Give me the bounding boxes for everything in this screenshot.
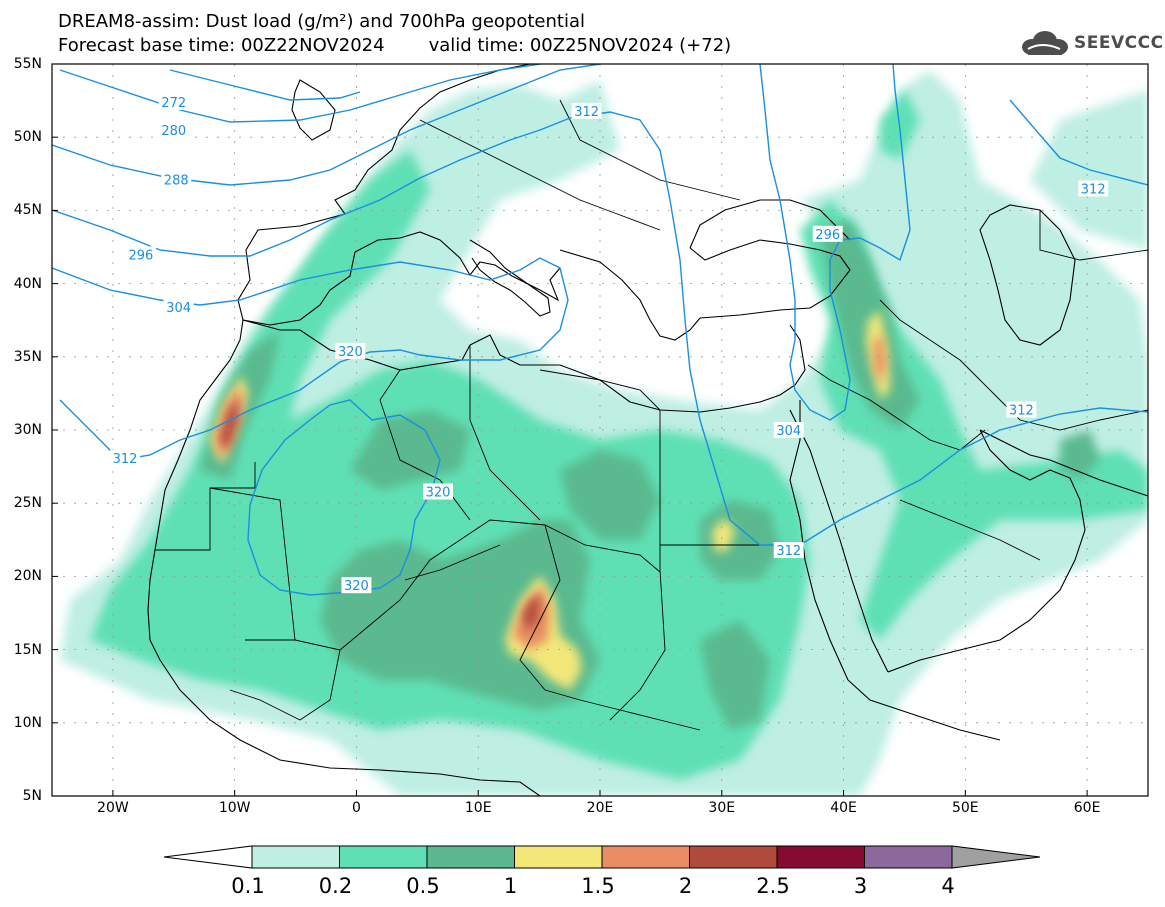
- contour-label: 280: [161, 124, 186, 139]
- contour-label: 304: [166, 301, 191, 316]
- colorbar-label: 0.1: [231, 874, 265, 898]
- contour-label: 288: [164, 174, 189, 189]
- contour-label: 312: [113, 452, 138, 467]
- map-frame: 272 280 288 296 304 320 320 320 312 312 312 312 312 3…: [51, 63, 1149, 797]
- contour-label: 312: [574, 105, 599, 120]
- contour-label-bg: [158, 94, 189, 111]
- y-tick-label: 25N: [13, 495, 42, 512]
- contour-label: 312: [1081, 182, 1106, 197]
- contour-label: 296: [815, 228, 840, 243]
- contour-label-bg: [163, 299, 194, 316]
- contour-label-bg: [335, 342, 366, 359]
- y-tick-label: 20N: [13, 568, 42, 585]
- contour-label-bg: [125, 246, 156, 263]
- y-tick-label: 45N: [13, 202, 42, 219]
- colorbar-label: 2: [678, 874, 693, 898]
- contour-label-bg: [110, 449, 141, 466]
- colorbar-segment: [776, 845, 865, 869]
- x-tick-label: 30E: [708, 800, 736, 816]
- contour-label-bg: [1006, 401, 1037, 418]
- y-tick-label: 5N: [22, 788, 42, 804]
- contour-label: 320: [338, 345, 363, 360]
- dust-field: [60, 70, 1148, 796]
- colorbar-segment: [689, 845, 778, 869]
- colorbar-segment: [864, 845, 953, 869]
- x-tick-label: 10E: [464, 800, 492, 816]
- contour-label: 320: [344, 579, 369, 594]
- colorbar-label: 1.5: [581, 874, 615, 898]
- chart-subtitle: Forecast base time: 00Z22NOV2024 valid ti…: [58, 36, 731, 56]
- colorbar-segment: [339, 845, 428, 869]
- colorbar-label: 3: [853, 874, 868, 898]
- colorbar-under-triangle: [163, 845, 253, 869]
- y-tick-label: 50N: [13, 129, 42, 146]
- contour-label-layer: 272 280 288 296 304 320 320 320 312 312 312 312 312 3…: [110, 94, 1109, 594]
- y-tick-label: 30N: [13, 422, 42, 438]
- valid-time-label: valid time: 00Z25NOV2024 (+72): [428, 35, 732, 56]
- colorbar-label: 0.2: [318, 874, 353, 898]
- contour-label-bg: [571, 102, 602, 119]
- y-tick-label: 15N: [13, 641, 42, 658]
- colorbar-label: 1: [503, 874, 518, 898]
- contour-label-bg: [773, 542, 804, 559]
- contour-label-bg: [341, 577, 372, 594]
- contour-label: 320: [426, 485, 451, 500]
- contour-label-bg: [158, 121, 189, 138]
- contour-label: 312: [1009, 404, 1034, 419]
- contour-label-bg: [773, 422, 804, 438]
- x-tick-label: 50E: [951, 800, 979, 816]
- colorbar-segment: [514, 845, 603, 869]
- colorbar-segment: [601, 845, 690, 869]
- base-time-label: Forecast base time: 00Z22NOV2024: [58, 35, 385, 56]
- contour-label: 304: [776, 424, 801, 439]
- chart-title: DREAM8-assim: Dust load (g/m²) and 700hP…: [58, 11, 585, 32]
- y-tick-label: 10N: [13, 714, 42, 731]
- y-tick-label: 40N: [13, 275, 42, 292]
- contour-label-bg: [1078, 180, 1109, 197]
- colorbar-segment: [426, 845, 515, 869]
- contour-label-bg: [812, 225, 843, 242]
- contour-label-bg: [161, 171, 192, 188]
- contour-label-bg: [423, 483, 454, 500]
- colorbar: [163, 845, 1041, 869]
- contour-label: 272: [161, 96, 186, 111]
- y-tick-label: 35N: [13, 348, 42, 365]
- x-tick-label: 10W: [218, 800, 251, 816]
- colorbar-label: 2.5: [756, 874, 790, 898]
- seevccc-logo: SEEVCCC: [1018, 28, 1164, 58]
- x-tick-label: 40E: [830, 800, 857, 816]
- y-tick-label: 55N: [13, 56, 42, 72]
- colorbar-label: 0.5: [406, 874, 440, 898]
- x-tick-label: 20E: [586, 800, 614, 816]
- colorbar-over-triangle: [951, 845, 1041, 869]
- contour-label: 312: [776, 544, 801, 559]
- coastlines: [147, 64, 1148, 796]
- x-tick-label: 0: [351, 800, 361, 816]
- x-tick-label: 20W: [97, 800, 129, 816]
- colorbar-segment: [251, 845, 340, 869]
- cloud-icon: [1022, 31, 1068, 55]
- colorbar-label: 4: [941, 874, 955, 898]
- contour-label: 296: [128, 248, 153, 263]
- x-tick-label: 60E: [1073, 800, 1101, 816]
- logo-text: SEEVCCC: [1074, 33, 1164, 53]
- geopotential-contours: [52, 64, 1148, 596]
